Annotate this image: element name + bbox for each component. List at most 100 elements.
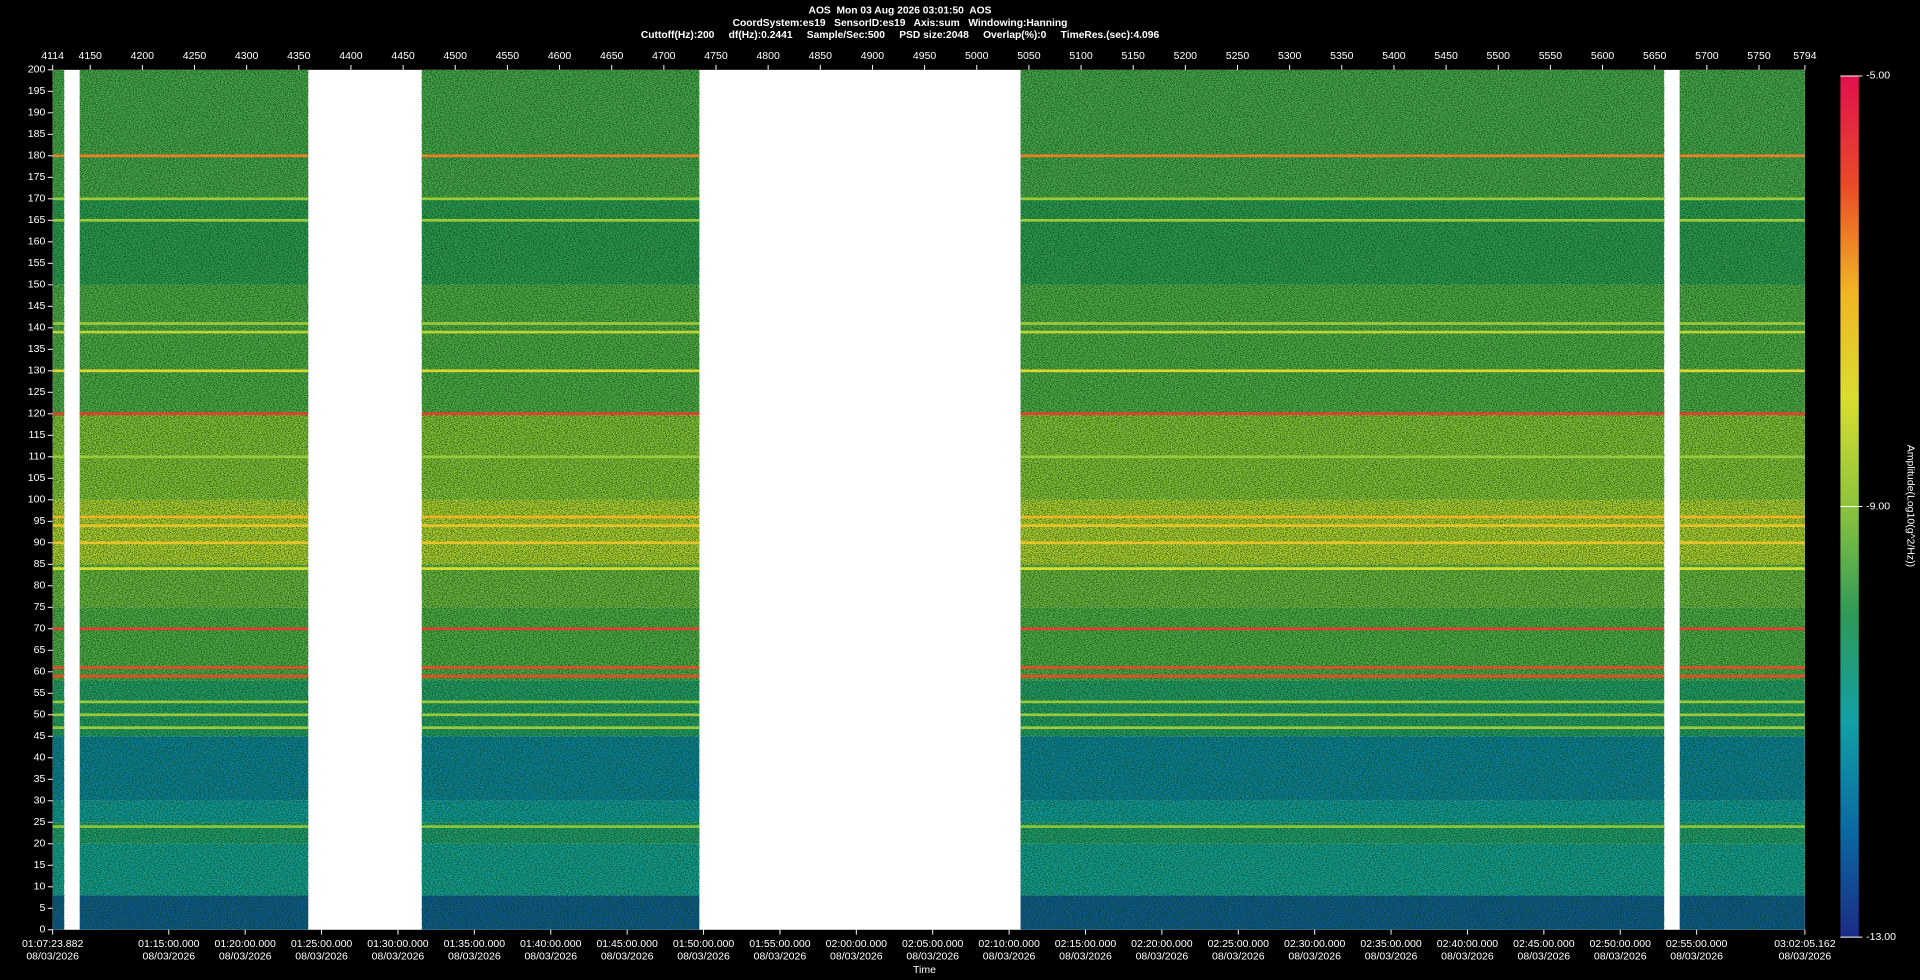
tonal-line [421,154,700,158]
x-date-tick-label: 08/03/2026 [906,951,959,963]
x-axis-label: Time [913,964,936,976]
y-tick-label: 150 [28,279,46,291]
y-tick-label: 130 [28,365,46,377]
tonal-line [52,726,65,730]
tonal-line [79,412,309,416]
tonal-line [1679,154,1805,158]
y-tick-label: 80 [34,580,46,592]
x-time-tick-label: 01:25:00.000 [291,938,353,950]
data-segment [421,69,700,930]
tonal-line [79,666,309,669]
y-tick-label: 155 [28,257,46,269]
x-date-tick-label: 08/03/2026 [219,951,272,963]
tonal-line [1020,674,1665,678]
x-top-tick-label: 5794 [1793,50,1817,62]
tonal-line [79,713,309,717]
y-tick-label: 45 [34,730,46,742]
y-tick-label: 105 [28,472,46,484]
x-date-tick-label: 08/03/2026 [1059,951,1112,963]
x-top-tick-label: 4800 [756,50,780,62]
noise-texture [79,69,309,930]
tonal-line [1020,567,1665,570]
x-top-tick-label: 5450 [1434,50,1458,62]
tonal-line [421,330,700,334]
tonal-line [1020,825,1665,828]
tonal-line [1020,713,1665,717]
y-tick-label: 35 [34,773,46,785]
tonal-line [79,567,309,570]
x-top-tick-label: 4350 [287,50,311,62]
y-tick-label: 195 [28,85,46,97]
x-time-tick-label: 02:05:00.000 [902,938,964,950]
y-tick-label: 115 [29,429,46,441]
x-top-tick-label: 5550 [1539,50,1563,62]
tonal-line [1020,330,1665,334]
y-tick-label: 145 [28,300,46,312]
x-top-tick-label: 4500 [444,50,468,62]
y-tick-label: 100 [28,494,46,506]
x-top-tick-label: 5000 [965,50,989,62]
x-date-tick-label: 08/03/2026 [1670,951,1723,963]
y-tick-label: 30 [34,795,46,807]
x-time-tick-label: 02:55:00.000 [1666,938,1728,950]
y-tick-label: 70 [34,623,46,635]
tonal-line [79,515,309,519]
tonal-line [52,330,65,334]
tonal-line [79,455,309,459]
tonal-line [1020,322,1665,325]
tonal-line [52,627,65,631]
x-top-tick-label: 5600 [1591,50,1615,62]
tonal-line [79,218,309,222]
tonal-line [79,726,309,730]
tonal-line [52,218,65,222]
tonal-line [79,322,309,325]
tonal-line [52,322,65,325]
tonal-line [79,197,309,201]
x-date-tick-label: 08/03/2026 [677,951,730,963]
data-segment [1020,69,1665,930]
x-time-tick-label: 02:45:00.000 [1513,938,1575,950]
y-tick-label: 140 [28,322,46,334]
x-top-tick-label: 4600 [548,50,572,62]
y-tick-label: 50 [34,709,46,721]
tonal-line [1679,369,1805,373]
x-time-tick-label: 01:40:00.000 [520,938,582,950]
tonal-line [79,700,309,704]
tonal-line [52,197,65,201]
x-top-tick-label: 4150 [79,50,103,62]
tonal-line [79,627,309,631]
tonal-line [421,541,700,545]
x-time-tick-label: 01:50:00.000 [673,938,735,950]
y-tick-label: 95 [34,515,46,527]
tonal-line [1679,825,1805,828]
x-time-tick-label: 02:20:00.000 [1131,938,1193,950]
tonal-line [1020,218,1665,222]
x-time-tick-label: 02:40:00.000 [1437,938,1499,950]
colorbar-tick-label: -9.00 [1866,500,1890,512]
chart-subtitle: CoordSystem:es19 SensorID:es19 Axis:sum … [733,18,1068,29]
tonal-line [52,567,65,570]
y-tick-label: 200 [28,64,46,76]
y-tick-label: 175 [28,171,46,183]
x-time-tick-label: 01:55:00.000 [749,938,811,950]
tonal-line [421,515,700,519]
y-tick-label: 160 [28,236,46,248]
x-time-tick-label: 02:00:00.000 [826,938,888,950]
x-date-tick-label: 08/03/2026 [448,951,501,963]
x-time-tick-label: 03:02:05.162 [1774,938,1836,950]
x-date-tick-label: 08/03/2026 [1365,951,1418,963]
y-tick-label: 185 [28,128,46,140]
tonal-line [79,330,309,334]
noise-texture [52,69,65,930]
x-top-tick-label: 5050 [1017,50,1041,62]
y-tick-label: 0 [39,924,45,936]
tonal-line [421,218,700,222]
tonal-line [1679,412,1805,416]
x-date-tick-label: 08/03/2026 [26,951,79,963]
y-tick-label: 85 [34,558,46,570]
x-time-tick-label: 01:30:00.000 [367,938,429,950]
x-date-tick-label: 08/03/2026 [601,951,654,963]
tonal-line [52,369,65,373]
tonal-line [421,412,700,416]
